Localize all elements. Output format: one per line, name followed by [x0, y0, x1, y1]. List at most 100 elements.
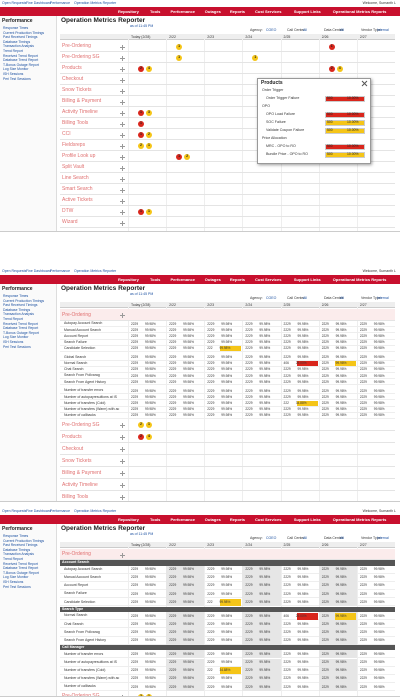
alert-badge[interactable]: 2: [184, 153, 191, 160]
expand-icon-v[interactable]: [122, 483, 123, 488]
sidebar-link[interactable]: Peri Test Sessions: [3, 584, 31, 589]
sidebar-link[interactable]: Database Trend Report: [3, 566, 39, 571]
nav-item[interactable]: Repository: [118, 276, 139, 282]
breadcrumb-link[interactable]: Open Requests: [2, 268, 27, 273]
alert-badge[interactable]: 2: [146, 131, 152, 138]
filter-value[interactable]: Internal: [377, 28, 389, 32]
alert-badge[interactable]: 1: [176, 54, 183, 61]
alert-badge[interactable]: 1: [176, 153, 183, 160]
group-row[interactable]: [60, 140, 395, 151]
group-row[interactable]: [60, 74, 395, 85]
group-row[interactable]: [60, 96, 395, 107]
sidebar-link[interactable]: Trend Report: [3, 317, 23, 321]
alert-badge[interactable]: 2: [138, 65, 144, 72]
alert-badge[interactable]: 4: [146, 434, 152, 440]
breadcrumb-link[interactable]: Fine Dashboard: [26, 0, 51, 5]
alert-badge[interactable]: 2: [138, 422, 144, 428]
filter-value[interactable]: All: [303, 296, 307, 300]
filter-value[interactable]: COEO: [266, 28, 277, 32]
breadcrumb-link[interactable]: Fine Dashboard: [26, 268, 51, 273]
sidebar-link[interactable]: Past Received Timings: [3, 35, 38, 40]
sidebar-link[interactable]: Log Size Monitor: [3, 67, 29, 72]
nav-item[interactable]: Tools: [150, 8, 161, 14]
group-row[interactable]: [60, 455, 395, 467]
expand-icon-v[interactable]: [122, 423, 123, 428]
alert-badge[interactable]: 1: [176, 43, 183, 50]
filter-value[interactable]: COEO: [266, 536, 277, 540]
sidebar-link[interactable]: Transaction Analysis: [3, 44, 34, 49]
nav-item[interactable]: Cust Services: [255, 276, 282, 282]
nav-item[interactable]: Outages: [204, 8, 221, 14]
expand-icon-v[interactable]: [122, 220, 123, 226]
nav-item[interactable]: Tools: [150, 276, 161, 282]
expand-icon-v[interactable]: [122, 55, 123, 61]
sidebar-link[interactable]: Database Trend Report: [3, 58, 39, 63]
sidebar-link[interactable]: Transaction Analysis: [3, 552, 34, 557]
sidebar-link[interactable]: Trend Report: [3, 49, 23, 53]
sidebar-link[interactable]: Database Timings: [3, 307, 31, 312]
group-label[interactable]: Snow Tickets: [62, 457, 92, 464]
nav-item[interactable]: Operational Metrics Reports: [332, 516, 387, 522]
sidebar-link[interactable]: ISH Sessions: [3, 72, 24, 76]
sidebar-link[interactable]: Log Size Monitor: [3, 335, 29, 340]
expand-icon-v[interactable]: [122, 447, 123, 452]
breadcrumb-link[interactable]: Operation Metrics Reporter: [74, 0, 117, 5]
expand-icon-v[interactable]: [122, 471, 123, 476]
alert-badge[interactable]: 1: [138, 208, 144, 215]
nav-item[interactable]: Reports: [229, 276, 246, 282]
alert-badge[interactable]: 1: [146, 142, 152, 149]
sidebar-link[interactable]: Database Trend Report: [3, 326, 39, 331]
expand-icon-v[interactable]: [122, 143, 123, 149]
expand-icon-v[interactable]: [122, 176, 123, 182]
expand-icon-v[interactable]: [122, 77, 123, 83]
expand-icon-v[interactable]: [122, 459, 123, 464]
sidebar-link[interactable]: Past Received Timings: [3, 303, 38, 308]
nav-item[interactable]: Cust Services: [255, 8, 282, 14]
group-label[interactable]: Activity Timeline: [62, 481, 98, 488]
group-row[interactable]: [60, 491, 395, 501]
filter-value[interactable]: All: [340, 536, 344, 540]
sidebar-link[interactable]: T-Bonus Outage Report: [3, 62, 39, 67]
group-label[interactable]: Snow Tickets: [62, 87, 92, 93]
group-row[interactable]: [60, 107, 395, 118]
expand-icon-v[interactable]: [122, 44, 123, 50]
group-row[interactable]: [60, 41, 395, 52]
expand-icon-v[interactable]: [122, 88, 123, 94]
group-label[interactable]: Activity Timeline: [62, 109, 98, 115]
sidebar-link[interactable]: Current Production Timings: [3, 538, 45, 543]
breadcrumb-link[interactable]: Open Requests: [2, 0, 27, 5]
nav-item[interactable]: Performance: [170, 276, 195, 282]
sidebar-link[interactable]: Received Trend Report: [3, 53, 38, 58]
filter-value[interactable]: All: [303, 536, 307, 540]
nav-item[interactable]: Outages: [204, 276, 221, 282]
group-label[interactable]: Products: [62, 433, 82, 440]
expand-icon-v[interactable]: [122, 165, 123, 171]
group-row[interactable]: [60, 173, 395, 184]
nav-item[interactable]: Reports: [229, 8, 246, 14]
nav-item[interactable]: Operational Metrics Reports: [332, 8, 387, 14]
sidebar-link[interactable]: Past Received Timings: [3, 543, 38, 548]
alert-badge[interactable]: 1: [138, 131, 144, 138]
group-row[interactable]: [60, 309, 395, 321]
expand-icon-v[interactable]: [122, 209, 123, 215]
group-label[interactable]: Pre-Ordering SG: [62, 693, 100, 697]
group-label[interactable]: Active Tickets: [62, 197, 93, 203]
group-label[interactable]: Billing Tools: [62, 120, 89, 126]
alert-badge[interactable]: 1: [146, 422, 152, 428]
sidebar-link[interactable]: T-Bonus Outage Report: [3, 570, 39, 575]
breadcrumb-link[interactable]: Performance: [50, 0, 71, 5]
breadcrumb-link[interactable]: Performance: [50, 268, 71, 273]
sidebar-link[interactable]: Peri Test Sessions: [3, 76, 31, 81]
nav-item[interactable]: Tools: [150, 516, 161, 522]
group-label[interactable]: Billing & Payment: [62, 98, 102, 104]
group-row[interactable]: [60, 443, 395, 455]
nav-item[interactable]: Support Links: [293, 516, 321, 522]
group-label[interactable]: Pre-Ordering: [62, 551, 91, 557]
group-label[interactable]: Profile Look up: [62, 153, 96, 159]
sidebar-link[interactable]: Trend Report: [3, 557, 23, 561]
group-label[interactable]: Line Search: [62, 175, 89, 181]
expand-icon-v[interactable]: [122, 121, 123, 127]
group-label[interactable]: Checkout: [62, 445, 84, 452]
nav-item[interactable]: Repository: [118, 8, 139, 14]
group-row[interactable]: [60, 431, 395, 443]
